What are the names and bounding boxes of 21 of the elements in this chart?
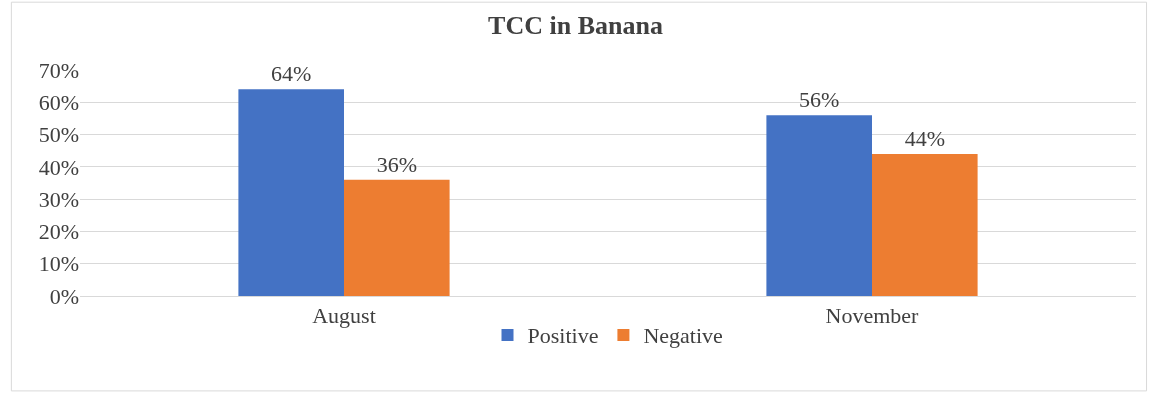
bar	[344, 179, 450, 296]
data-label: 64%	[271, 61, 312, 87]
y-tick-label: 50%	[38, 122, 79, 148]
y-tick-label: 20%	[38, 219, 79, 245]
legend-label: Positive	[527, 323, 599, 349]
x-tick-label: August	[312, 303, 376, 329]
bar	[766, 115, 872, 296]
data-label: 36%	[376, 151, 417, 177]
y-tick-label: 30%	[38, 186, 79, 212]
data-label: 56%	[799, 87, 840, 113]
bar	[238, 89, 344, 296]
x-tick-label: November	[825, 303, 920, 329]
y-tick-label: 40%	[38, 154, 79, 180]
chart-title: TCC in Banana	[488, 11, 663, 41]
bar	[872, 153, 978, 296]
y-tick-label: 60%	[38, 89, 79, 115]
y-tick-label: 70%	[38, 57, 79, 83]
y-tick-label: 0%	[49, 283, 79, 309]
y-tick-label: 10%	[38, 251, 79, 277]
legend-label: Negative	[643, 323, 723, 349]
data-label: 44%	[904, 125, 945, 151]
